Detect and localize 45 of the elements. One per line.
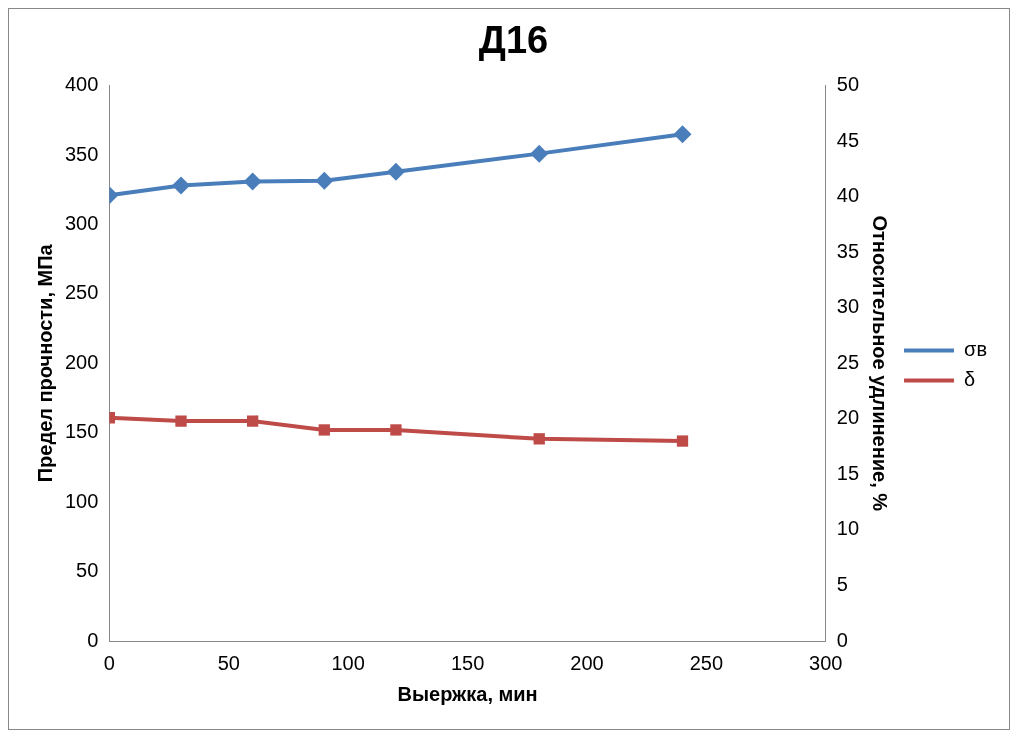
x-tick-label: 100 (331, 651, 365, 674)
y-tick-label: 400 (64, 73, 99, 96)
x-tick-label: 0 (103, 651, 115, 674)
y2-tick-label: 25 (836, 350, 860, 373)
point (390, 424, 402, 436)
point (386, 162, 405, 181)
point (247, 415, 259, 427)
y-tick-label: 300 (64, 211, 99, 234)
y2-tick-label: 15 (836, 461, 860, 484)
x-tick-label: 50 (217, 651, 240, 674)
point (533, 433, 545, 445)
y2-tick-label: 5 (836, 572, 848, 595)
y-tick-label: 350 (64, 142, 99, 165)
y2-axis-title: Относительное удлинение, % (868, 215, 891, 512)
legend-label: δ (964, 368, 976, 391)
point (673, 125, 692, 144)
point (315, 171, 334, 190)
point (318, 424, 330, 436)
y-tick-label: 200 (64, 350, 99, 373)
y2-tick-label: 20 (836, 406, 860, 429)
y2-tick-label: 45 (836, 128, 860, 151)
x-tick-label: 200 (570, 651, 604, 674)
y-tick-label: 0 (87, 628, 99, 651)
y2-tick-label: 50 (836, 73, 860, 96)
y-tick-label: 100 (64, 489, 99, 512)
chart-title: Д16 (478, 19, 549, 62)
x-tick-label: 250 (689, 651, 724, 674)
y2-tick-label: 0 (836, 628, 848, 651)
point (243, 172, 262, 191)
x-tick-label: 300 (809, 651, 843, 674)
y2-tick-label: 40 (836, 184, 860, 207)
y-tick-label: 50 (76, 559, 99, 582)
point (172, 176, 191, 195)
y-axis-title: Предел прочности, МПа (33, 243, 56, 483)
y2-tick-label: 35 (836, 239, 860, 262)
point (530, 144, 549, 163)
x-tick-label: 150 (450, 651, 485, 674)
y2-tick-label: 10 (836, 517, 860, 540)
point (175, 415, 187, 427)
x-axis-title: Выержка, мин (397, 682, 538, 705)
y-tick-label: 250 (64, 281, 99, 304)
y-tick-label: 150 (64, 420, 99, 443)
y2-tick-label: 30 (836, 295, 860, 318)
legend-label: σв (964, 338, 987, 361)
point (676, 435, 689, 447)
